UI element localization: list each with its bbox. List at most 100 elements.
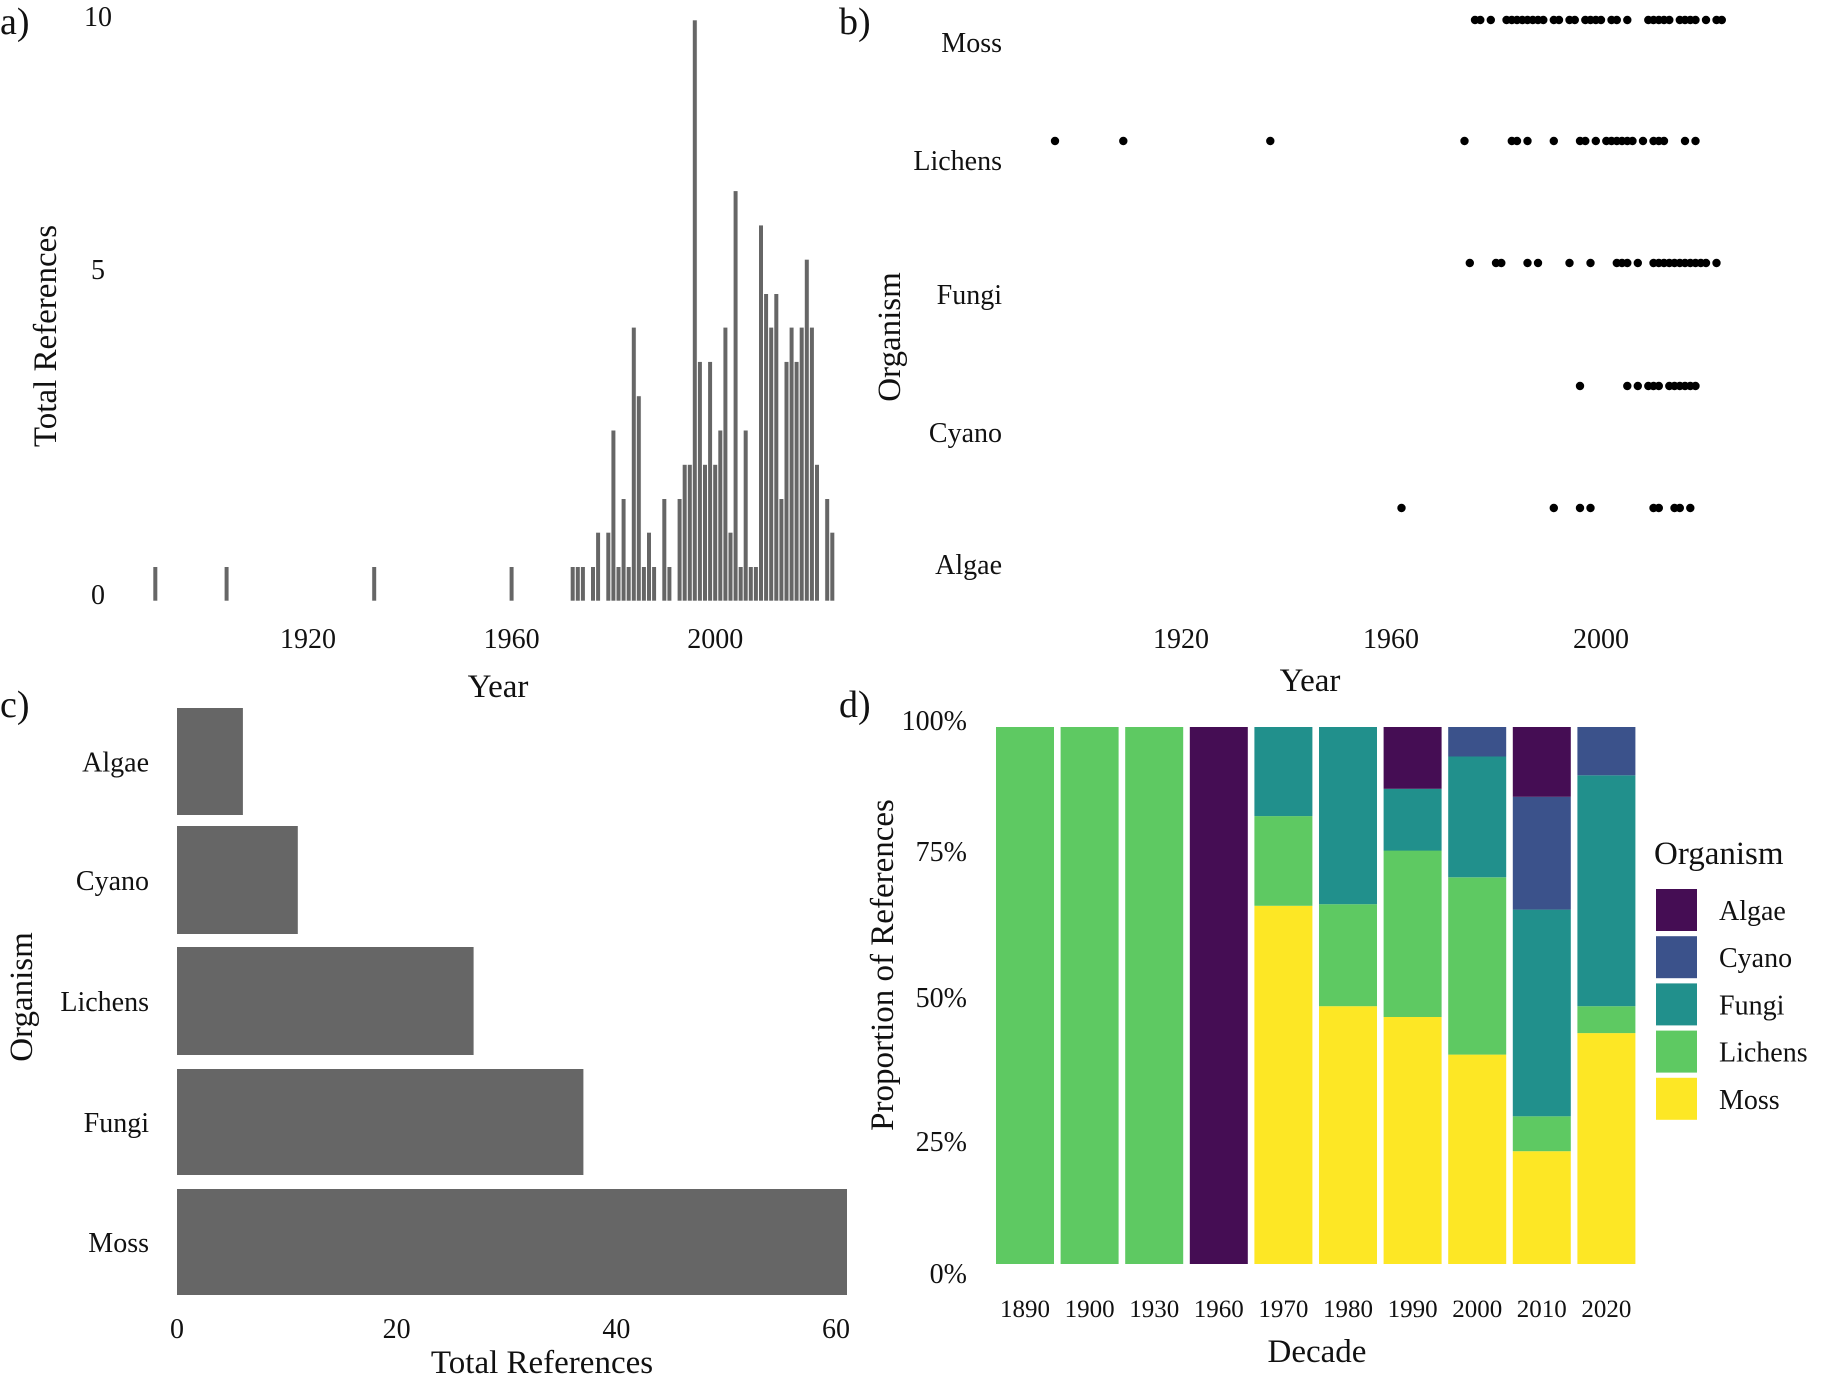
legend-key-moss bbox=[1656, 1077, 1697, 1120]
b-x-tick-labels: 1920 1960 2000 bbox=[1153, 624, 1629, 655]
c-bar-lichens bbox=[177, 947, 474, 1055]
d-y-tick-labels: 0% 25% 50% 75% 100% bbox=[902, 706, 967, 1290]
a-bar-2023 bbox=[829, 532, 835, 602]
a-bar-1983 bbox=[626, 566, 632, 602]
c-x-axis-title: Total References bbox=[431, 1345, 653, 1377]
b-dot-fungi-1998 bbox=[1586, 258, 1595, 268]
d-y-tick-75pct: 75% bbox=[916, 837, 967, 868]
b-dot-fungi-2007 bbox=[1633, 258, 1643, 268]
d-segment-1890-lichens bbox=[996, 727, 1054, 1264]
d-segment-1970-moss bbox=[1254, 905, 1313, 1264]
d-segment-1980-moss bbox=[1319, 1006, 1377, 1264]
b-dot-moss-2000 bbox=[1596, 15, 1606, 25]
b-dot-algae-1998 bbox=[1586, 503, 1595, 513]
b-dot-cyano-2005 bbox=[1623, 381, 1632, 391]
c-x-tick-labels: 0 20 40 60 bbox=[170, 1314, 850, 1345]
d-legend: Organism Algae Cyano Fungi Lichens Moss bbox=[1654, 836, 1808, 1120]
a-bar-1960 bbox=[508, 566, 515, 602]
legend-label-cyano: Cyano bbox=[1719, 943, 1792, 974]
d-y-tick-25pct: 25% bbox=[916, 1127, 967, 1158]
a-bar-2010 bbox=[763, 293, 769, 602]
d-bars bbox=[996, 727, 1636, 1264]
b-y-axis-title: Organism bbox=[872, 272, 908, 402]
c-category-lichens: Lichens bbox=[60, 987, 149, 1018]
b-category-lichens: Lichens bbox=[913, 146, 1002, 177]
a-bar-1974 bbox=[580, 566, 586, 602]
d-segment-2020-fungi bbox=[1577, 775, 1636, 1007]
b-x-axis-title: Year bbox=[1280, 663, 1341, 699]
d-y-axis-title: Proportion of References bbox=[865, 799, 901, 1131]
panel-label-a: a) bbox=[0, 1, 30, 43]
a-bar-1993 bbox=[676, 498, 683, 602]
a-bar-1998 bbox=[702, 464, 708, 602]
b-dot-lichens-1896 bbox=[1050, 136, 1060, 146]
b-dot-algae-2015 bbox=[1675, 503, 1685, 513]
b-x-tick-1960: 1960 bbox=[1363, 624, 1419, 655]
legend-title: Organism bbox=[1654, 836, 1784, 872]
b-dot-lichens-2012 bbox=[1659, 136, 1669, 146]
a-bar-2001 bbox=[717, 429, 723, 602]
legend-key-cyano bbox=[1656, 936, 1697, 979]
d-x-tick-1930: 1930 bbox=[1129, 1296, 1179, 1323]
a-y-tick-5: 5 bbox=[91, 255, 105, 286]
a-bar-1994 bbox=[682, 464, 688, 602]
d-segment-1990-lichens bbox=[1383, 850, 1442, 1017]
panel-label-c: c) bbox=[0, 684, 30, 726]
b-category-cyano: Cyano bbox=[929, 418, 1002, 449]
a-bar-2011 bbox=[768, 326, 774, 602]
d-segment-2000-cyano bbox=[1448, 727, 1507, 757]
b-dot-algae-2017 bbox=[1686, 503, 1695, 513]
d-x-tick-1990: 1990 bbox=[1388, 1296, 1438, 1323]
c-x-tick-60: 60 bbox=[822, 1314, 850, 1345]
c-category-moss: Moss bbox=[88, 1228, 149, 1259]
a-y-tick-10: 10 bbox=[84, 2, 112, 33]
b-dot-lichens-2006 bbox=[1628, 136, 1637, 146]
b-dot-moss-2018 bbox=[1691, 15, 1700, 25]
d-segment-1960-algae bbox=[1189, 727, 1248, 1264]
legend-label-algae: Algae bbox=[1719, 896, 1786, 927]
b-dot-lichens-1997 bbox=[1581, 136, 1590, 146]
d-x-axis-title: Decade bbox=[1268, 1334, 1367, 1370]
a-x-tick-1920: 1920 bbox=[280, 624, 336, 655]
d-segment-2000-lichens bbox=[1448, 877, 1507, 1055]
legend-key-algae bbox=[1656, 889, 1697, 931]
d-segment-2010-lichens bbox=[1512, 1116, 1571, 1152]
a-bar-2014 bbox=[783, 361, 790, 602]
c-x-tick-20: 20 bbox=[383, 1314, 411, 1345]
b-dot-cyano-2018 bbox=[1691, 381, 1700, 391]
a-bar-1890 bbox=[152, 566, 158, 602]
panel-label-b: b) bbox=[839, 1, 871, 43]
d-x-tick-2020: 2020 bbox=[1581, 1296, 1631, 1323]
legend-key-lichens bbox=[1656, 1030, 1697, 1073]
a-bar-1904 bbox=[224, 566, 230, 602]
a-x-tick-labels: 1920 1960 2000 bbox=[280, 624, 743, 655]
c-category-fungi: Fungi bbox=[84, 1108, 150, 1139]
a-bar-1996 bbox=[692, 19, 698, 602]
a-bar-2020 bbox=[814, 464, 820, 602]
a-y-tick-0: 0 bbox=[91, 580, 105, 611]
panel-c-horizontal-bars: Algae Cyano Lichens Fungi Moss 0 20 40 60 Total… bbox=[4, 708, 850, 1377]
a-bar-1976 bbox=[590, 566, 596, 602]
b-dot-fungi-1986 bbox=[1523, 258, 1532, 268]
a-bar-1995 bbox=[687, 464, 693, 602]
c-bar-moss bbox=[177, 1189, 847, 1295]
d-x-tick-1900: 1900 bbox=[1065, 1296, 1115, 1323]
b-dot-lichens-1986 bbox=[1523, 136, 1532, 146]
a-bar-2009 bbox=[758, 224, 764, 602]
a-bar-1990 bbox=[661, 498, 667, 602]
b-dot-fungi-2022 bbox=[1712, 258, 1721, 268]
d-segment-2010-moss bbox=[1512, 1151, 1571, 1264]
c-bar-cyano bbox=[177, 826, 298, 934]
d-segment-2000-fungi bbox=[1448, 756, 1507, 878]
a-bar-1973 bbox=[575, 566, 581, 602]
a-bar-2004 bbox=[732, 190, 739, 602]
b-dot-cyano-2007 bbox=[1633, 381, 1643, 391]
b-dot-lichens-1909 bbox=[1119, 136, 1128, 146]
b-dot-cyano-1996 bbox=[1575, 381, 1585, 391]
b-dot-lichens-1937 bbox=[1266, 136, 1275, 146]
b-dots bbox=[1050, 15, 1727, 513]
a-bar-2007 bbox=[748, 566, 754, 602]
c-bars bbox=[177, 708, 847, 1295]
b-dot-lichens-1991 bbox=[1549, 136, 1559, 146]
